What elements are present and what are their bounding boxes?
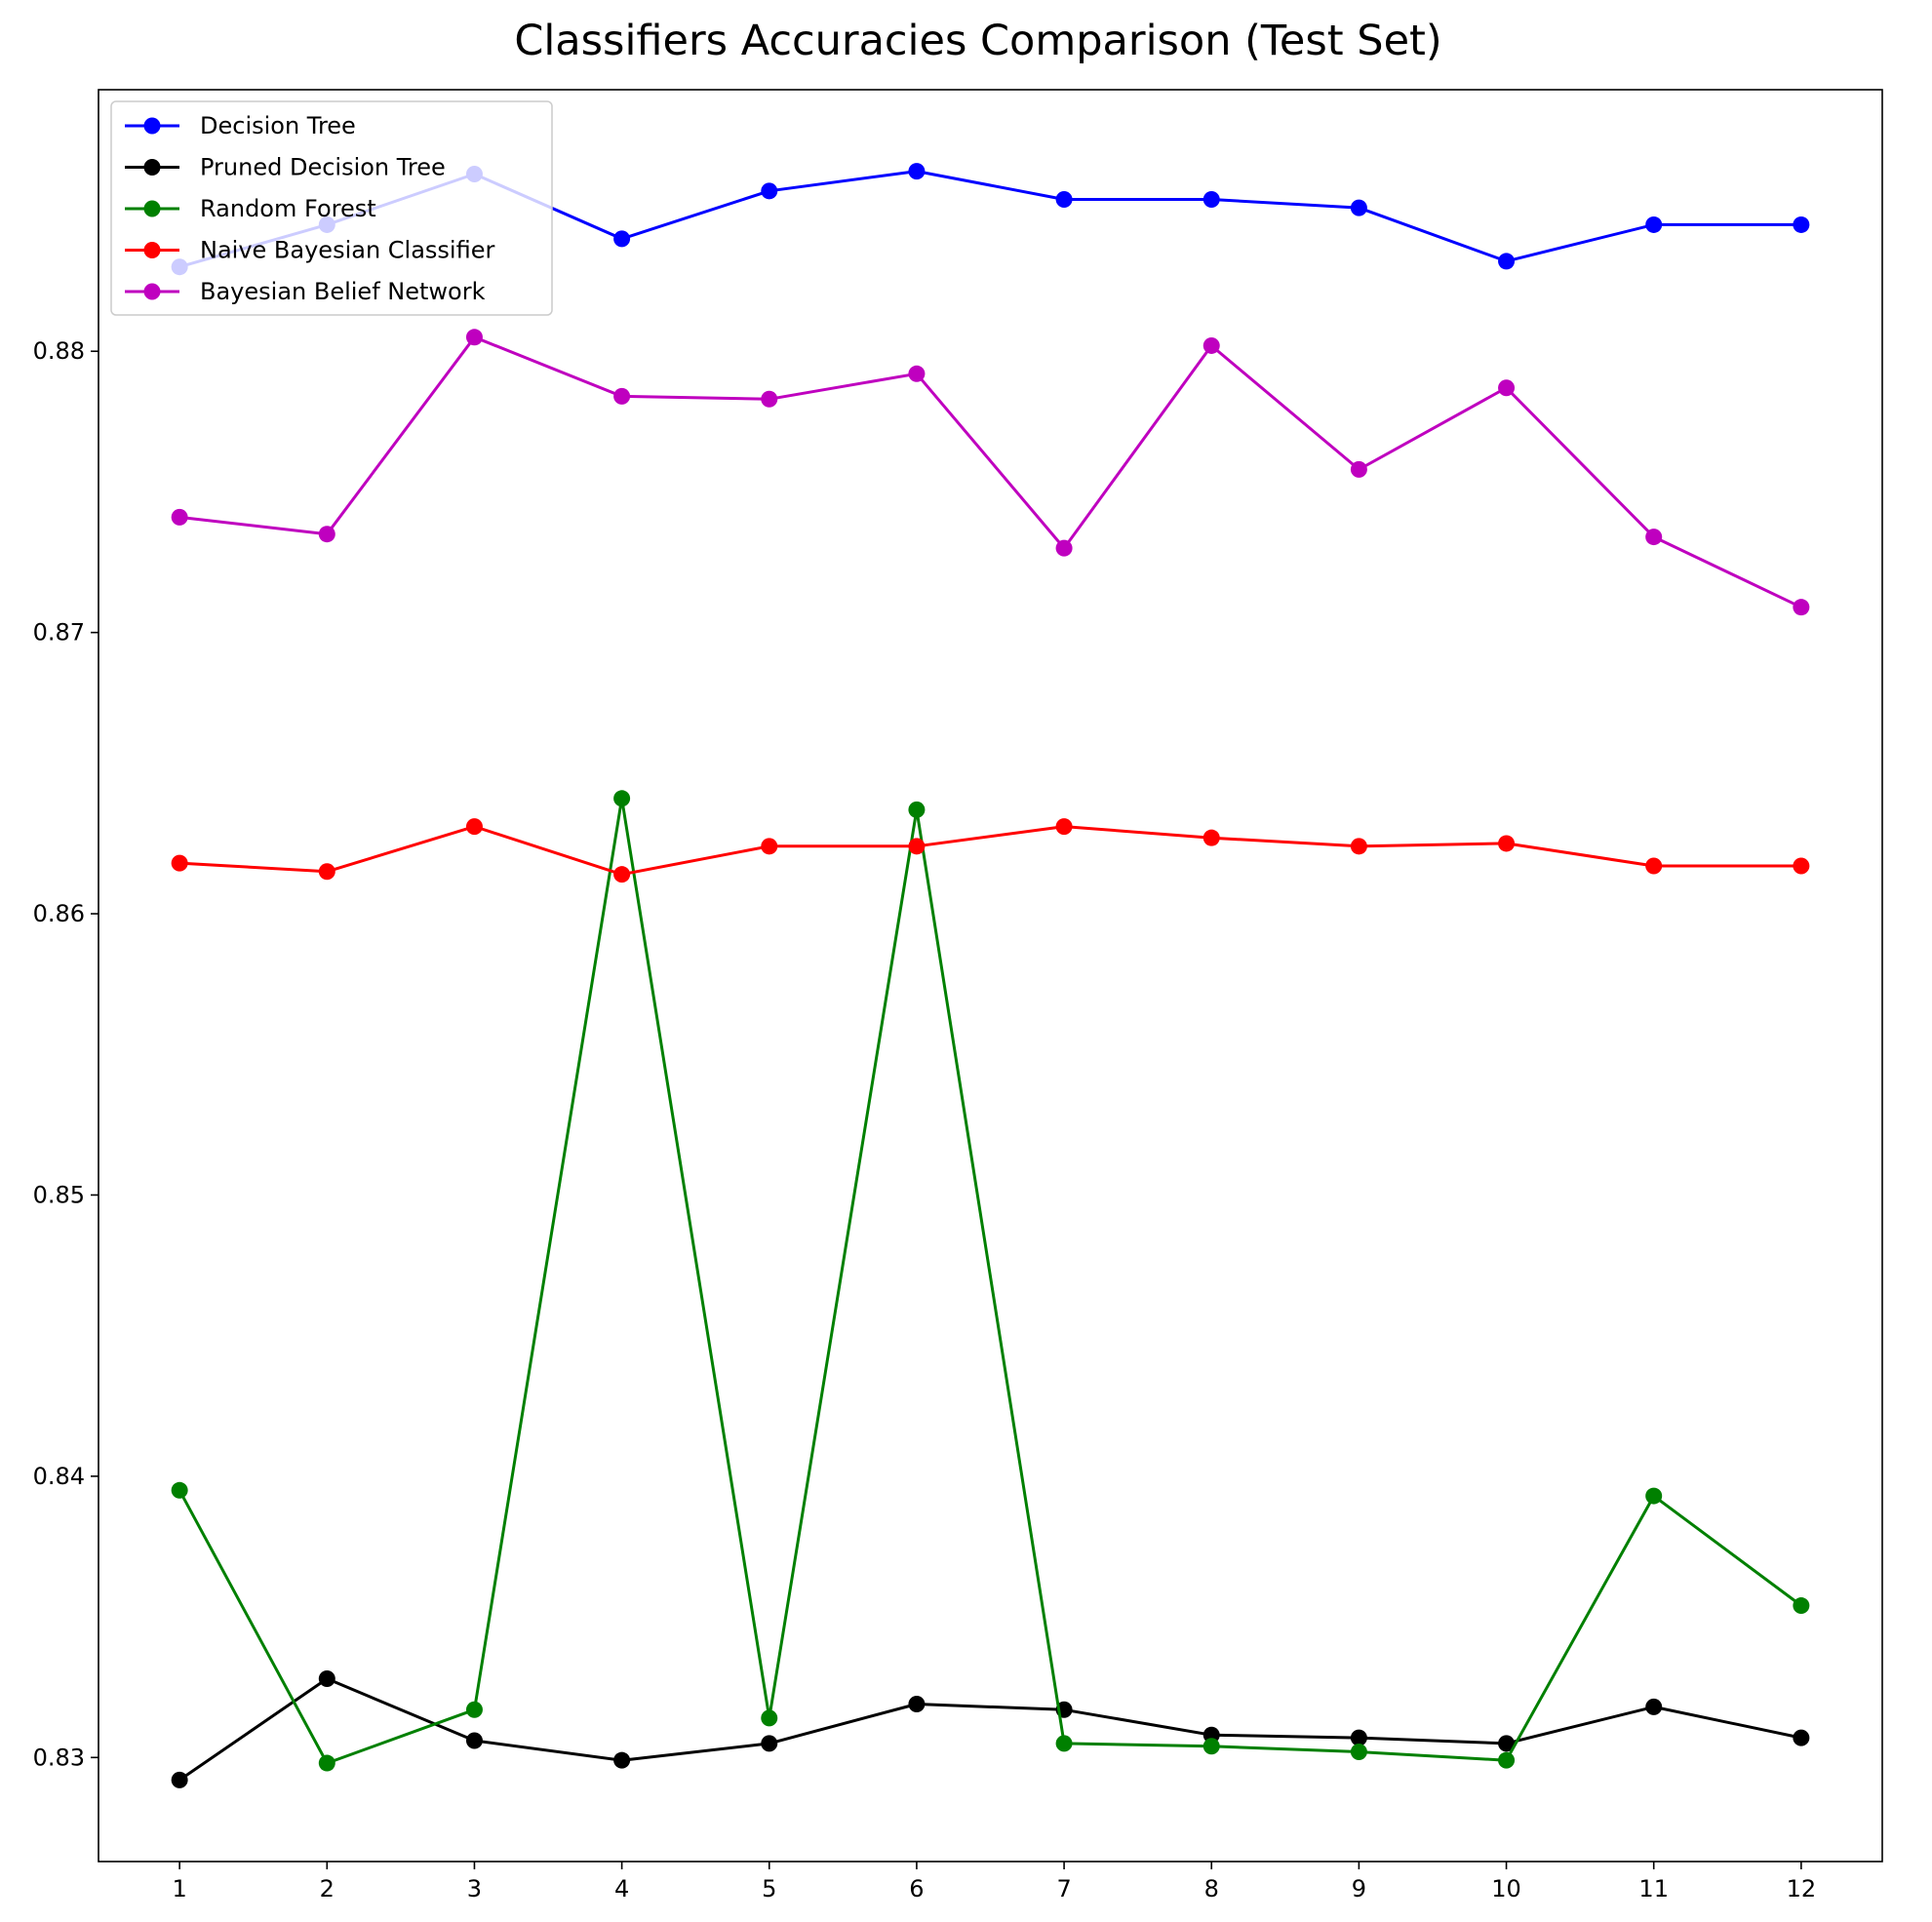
data-point [1645,1698,1663,1715]
x-tick-label: 11 [1638,1875,1669,1902]
data-point [761,390,778,408]
data-point [1350,460,1367,478]
data-point [1055,190,1073,208]
data-point [1350,199,1367,216]
data-point [761,182,778,200]
data-point [1645,857,1663,875]
data-point [1645,216,1663,233]
legend-label: Decision Tree [200,112,356,139]
data-point [908,163,926,180]
y-tick-label: 0.83 [33,1744,85,1771]
data-point [1498,835,1516,852]
data-point [761,1735,778,1752]
data-point [613,387,631,405]
data-point [1203,1738,1220,1755]
data-point [613,866,631,883]
series-line [179,825,1801,877]
data-point [908,1695,926,1712]
data-point [1498,379,1516,397]
legend-swatch-marker [143,242,161,258]
data-point [465,1732,483,1749]
chart-title: Classifiers Accuracies Comparison (Test … [514,17,1441,65]
data-point [1793,1729,1810,1746]
data-point [1055,539,1073,557]
x-tick-label: 12 [1787,1875,1817,1902]
legend-swatch-marker [143,283,161,300]
data-point [465,818,483,836]
data-point [613,1751,631,1769]
data-point [1203,829,1220,846]
legend-swatch-marker [143,159,161,176]
data-point [761,838,778,855]
data-point [1498,1735,1516,1752]
y-tick-label: 0.87 [33,619,85,647]
legend-label: Naive Bayesian Classifier [200,237,494,264]
series-2 [171,790,1810,1772]
data-point [613,790,631,807]
legend-label: Random Forest [200,195,376,222]
data-point [908,801,926,818]
data-point [465,329,483,346]
x-tick-label: 5 [762,1875,776,1902]
data-point [1645,529,1663,546]
data-point [318,863,335,881]
data-point [318,526,335,543]
data-point [318,1670,335,1688]
data-point [1055,818,1073,836]
legend-label: Bayesian Belief Network [200,278,486,305]
y-tick-label: 0.86 [33,900,85,927]
data-point [1498,1751,1516,1769]
series-4 [171,329,1810,616]
x-tick-label: 2 [320,1875,335,1902]
legend-swatch-marker [143,117,161,135]
data-point [908,365,926,382]
x-tick-label: 4 [614,1875,629,1902]
x-tick-label: 6 [909,1875,924,1902]
axes: 1 2 3 4 5 6 7 8 9 10 11 120.830.840.850.860.870.88 [33,89,1883,1902]
series-line [178,1677,1802,1782]
data-point [1350,838,1367,855]
data-point [1350,1744,1367,1761]
y-tick-label: 0.84 [33,1463,85,1490]
series-layer [171,163,1810,1788]
data-point [318,1754,335,1772]
data-point [1350,1729,1367,1746]
data-point [1793,599,1810,616]
data-point [1498,253,1516,270]
data-point [613,230,631,248]
legend-box [110,100,553,316]
data-point [171,508,188,526]
data-point [1793,1597,1810,1615]
x-tick-label: 8 [1204,1875,1219,1902]
data-point [171,854,188,872]
y-tick-label: 0.88 [33,337,85,365]
data-point [1645,1487,1663,1505]
data-point [1203,336,1220,354]
data-point [465,1701,483,1718]
legend-label: Pruned Decision Tree [200,154,446,181]
series-line [177,797,1802,1765]
series-line [178,335,1802,609]
series-1 [171,1670,1810,1788]
data-point [1793,216,1810,233]
data-point [171,1771,188,1788]
x-tick-label: 10 [1491,1875,1521,1902]
data-point [1055,1735,1073,1752]
y-tick-label: 0.85 [33,1181,85,1208]
x-tick-label: 9 [1352,1875,1366,1902]
legend: Decision Tree Pruned Decision Tree Random … [110,100,553,316]
data-point [1793,857,1810,875]
data-point [1203,190,1220,208]
legend-swatch-marker [143,200,161,217]
data-point [761,1709,778,1727]
x-tick-label: 3 [467,1875,482,1902]
x-tick-label: 1 [172,1875,186,1902]
series-3 [171,818,1810,883]
x-tick-label: 7 [1056,1875,1071,1902]
plot-frame [98,89,1883,1863]
data-point [908,838,926,855]
data-point [171,1481,188,1499]
